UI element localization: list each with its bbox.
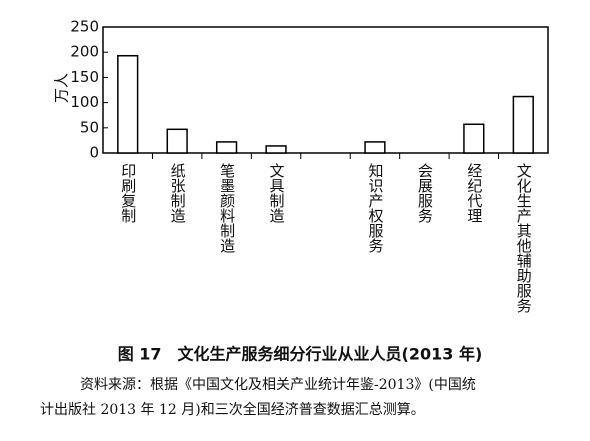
x-tick-label: 文具制造 [268, 163, 286, 224]
x-tick-label: 会展服务 [416, 163, 434, 224]
y-tick-label: 250 [70, 18, 99, 36]
bar [512, 95, 534, 154]
bar [265, 145, 287, 154]
chart-title: 图 17 文化生产服务细分行业从业人员(2013 年) [118, 345, 483, 364]
bar [117, 54, 139, 154]
note: 资料来源：根据《中国文化及相关产业统计年鉴-2013》(中国统 [80, 377, 476, 393]
y-axis-label: 万人 [53, 73, 71, 103]
note: 计出版社 2013 年 12 月)和三次全国经济普查数据汇总测算。 [40, 401, 425, 418]
y-tick-label: 150 [70, 68, 99, 86]
bar [463, 123, 485, 154]
bar [364, 141, 386, 154]
y-tick-label: 200 [70, 43, 99, 61]
x-tick-label: 笔墨颜料制造 [218, 163, 236, 254]
x-tick-label: 纸张制造 [169, 163, 187, 224]
plot-frame [102, 26, 549, 154]
bar [166, 128, 188, 154]
x-tick-label: 印刷复制 [119, 163, 137, 223]
x-tick-label: 文化生产其他辅助服务 [515, 163, 533, 314]
bar [215, 141, 238, 154]
x-tick-label: 知识产权服务 [366, 163, 384, 254]
y-tick-label: 100 [70, 93, 99, 111]
y-tick-label: 0 [89, 144, 99, 162]
y-tick-label: 50 [80, 118, 99, 136]
x-tick-label: 经纪代理 [465, 163, 483, 223]
